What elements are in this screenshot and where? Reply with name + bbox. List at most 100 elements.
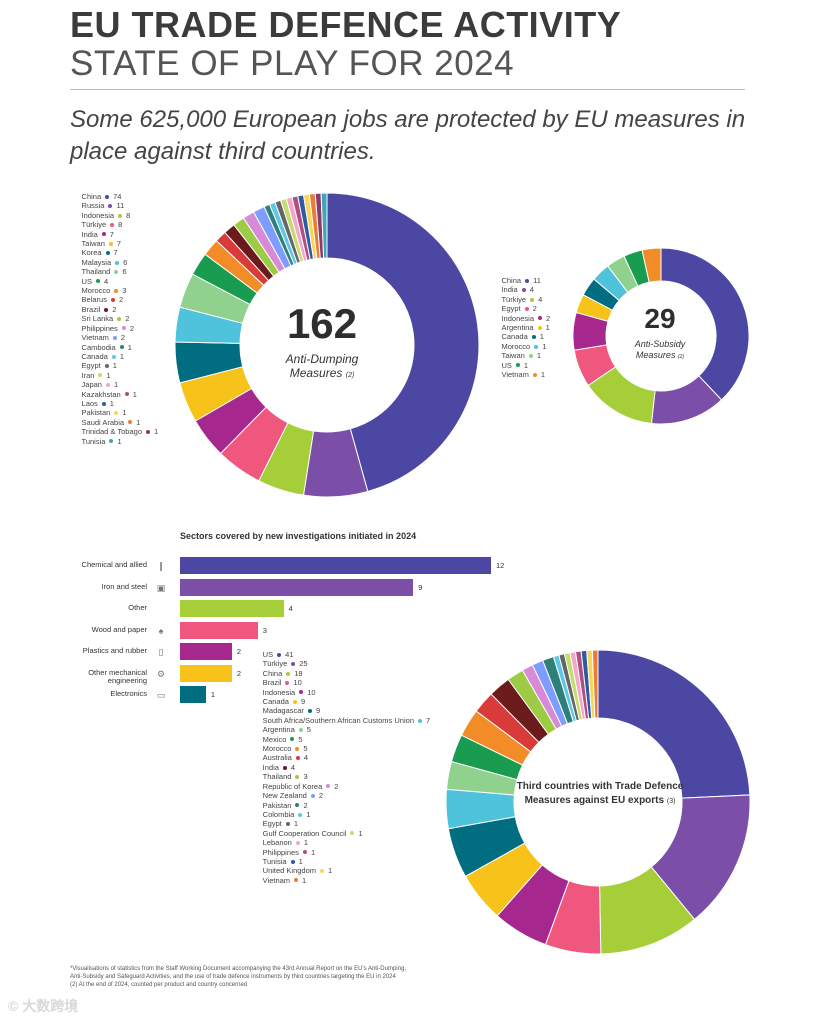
anti-dumping-legend-label: Pakistan — [81, 408, 111, 418]
third-countries-legend-value: 1 — [293, 819, 299, 829]
anti-dumping-legend-value: 6 — [122, 267, 127, 277]
anti-subsidy-legend-dot — [538, 316, 542, 321]
anti-dumping-legend-label: Sri Lanka — [81, 314, 114, 324]
anti-dumping-legend-value: 1 — [106, 370, 111, 380]
anti-dumping-legend-value: 8 — [126, 210, 131, 220]
third-countries-legend-value: 18 — [294, 668, 303, 678]
anti-subsidy-slice-vietnam — [641, 247, 662, 283]
page-subtitle: STATE OF PLAY FOR 2024 — [70, 44, 515, 83]
third-countries-legend-dot — [295, 756, 300, 761]
anti-dumping-legend-label: Taiwan — [81, 239, 105, 249]
anti-dumping-legend-item: Kazakhstan 1 — [82, 390, 166, 399]
anti-dumping-legend-dot — [114, 269, 119, 274]
third-countries-legend-item: Lebanon 1 — [263, 838, 438, 847]
third-countries-legend-dot — [350, 831, 355, 836]
third-countries-legend-item: Indonesia 10 — [263, 688, 438, 697]
third-countries-legend-label: South Africa/Southern African Customs Un… — [262, 715, 414, 725]
anti-dumping-legend-dot — [105, 194, 110, 199]
third-countries-legend-value: 10 — [293, 678, 302, 688]
anti-subsidy-legend-item: India 4 — [501, 285, 558, 294]
anti-dumping-legend-item: Canada 1 — [82, 352, 166, 361]
anti-subsidy-legend-dot — [532, 372, 537, 377]
third-countries-legend-item: United Kingdom 1 — [263, 866, 438, 875]
third-countries-legend-value: 7 — [426, 715, 431, 725]
anti-dumping-legend-value: 2 — [129, 323, 134, 333]
sector-bar-value: 3 — [262, 625, 267, 635]
steel-icon: ▣ — [156, 582, 166, 593]
third-countries-legend-item: US 41 — [263, 650, 438, 659]
anti-dumping-legend-item: Taiwan 7 — [82, 239, 166, 248]
anti-dumping-legend-dot — [110, 298, 115, 303]
anti-subsidy-legend-item: Indonesia 2 — [501, 314, 558, 323]
anti-dumping-legend-value: 1 — [127, 342, 132, 352]
sectors-title: Sectors covered by new investigations in… — [180, 531, 417, 541]
anti-dumping-legend-item: Belarus 2 — [82, 295, 166, 304]
anti-subsidy-legend-dot — [534, 344, 539, 349]
third-countries-legend-label: Philippines — [262, 847, 299, 857]
anti-dumping-legend-value: 7 — [116, 239, 122, 249]
anti-dumping-legend-label: Canada — [81, 351, 108, 361]
third-countries-legend-dot — [307, 709, 312, 714]
sector-bar-value: 4 — [288, 604, 293, 613]
third-countries-legend-label: Mexico — [262, 734, 287, 744]
third-countries-legend-dot — [285, 680, 290, 685]
anti-subsidy-legend-dot — [530, 297, 535, 302]
third-countries-legend-value: 41 — [285, 650, 294, 659]
anti-dumping-legend-dot — [124, 392, 129, 397]
anti-dumping-legend-label: Morocco — [81, 286, 111, 296]
anti-dumping-label: Anti-Dumping Measures (2) — [262, 352, 382, 381]
anti-subsidy-label-text: Anti-Subsidy Measures — [634, 339, 686, 360]
third-countries-legend-item: Canada 9 — [263, 697, 438, 706]
third-countries-legend-label: Türkiye — [262, 659, 288, 669]
third-countries-legend-dot — [326, 784, 331, 789]
third-countries-legend-value: 1 — [303, 838, 309, 848]
anti-dumping-legend-dot — [118, 213, 123, 218]
sector-bar-value: 2 — [236, 668, 241, 678]
legend-anti-subsidy: China 11 India 4 Türkiye 4 Egypt 2 Indonesia 2 Arg… — [501, 276, 558, 379]
third-countries-legend-dot — [320, 869, 325, 874]
third-countries-legend-item: Egypt 1 — [263, 819, 438, 828]
third-countries-legend-item: Argentina 5 — [263, 725, 438, 734]
anti-subsidy-legend-value: 1 — [523, 360, 529, 370]
anti-dumping-legend-item: India 7 — [82, 230, 166, 239]
anti-dumping-legend-item: Brazil 2 — [82, 305, 166, 314]
anti-dumping-legend-item: Vietnam 2 — [82, 333, 166, 342]
anti-subsidy-legend-dot — [515, 363, 520, 368]
anti-dumping-total: 162 — [286, 300, 358, 347]
anti-dumping-legend-value: 7 — [109, 229, 114, 239]
anti-dumping-legend-value: 2 — [112, 304, 117, 314]
anti-dumping-legend-dot — [146, 429, 150, 434]
anti-dumping-legend-dot — [108, 204, 113, 209]
third-countries-legend-item: Tunisia 1 — [263, 857, 438, 866]
anti-dumping-legend-item: Japan 1 — [82, 380, 166, 389]
anti-subsidy-legend-item: China 11 — [501, 276, 558, 285]
anti-dumping-legend-label: Trinidad & Tobago — [81, 427, 142, 437]
anti-dumping-legend-dot — [114, 411, 119, 416]
third-countries-legend-label: Lebanon — [262, 838, 292, 848]
anti-dumping-legend-value: 1 — [132, 389, 137, 399]
third-countries-label-text: Third countries with Trade Defence Measu… — [516, 781, 684, 806]
sector-bar-value: 9 — [418, 582, 423, 592]
sector-bar — [180, 600, 284, 617]
sector-bar — [180, 686, 206, 703]
bottle-icon: ▯ — [158, 647, 164, 657]
anti-subsidy-legend-value: 4 — [538, 294, 543, 304]
third-countries-legend-item: Gulf Cooperation Council 1 — [263, 829, 438, 838]
third-countries-legend-value: 1 — [306, 809, 311, 819]
anti-dumping-legend-value: 3 — [122, 286, 127, 296]
third-countries-legend-label: Canada — [262, 697, 289, 707]
anti-dumping-legend-label: Iran — [81, 370, 95, 380]
third-countries-slice-vietnam — [591, 649, 599, 719]
third-countries-legend-dot — [292, 699, 297, 704]
third-countries-legend-item: Morocco 5 — [263, 744, 438, 753]
third-countries-legend-value: 1 — [358, 828, 363, 838]
anti-dumping-label-text: Anti-Dumping Measures — [285, 352, 359, 381]
anti-dumping-legend-value: 1 — [112, 361, 117, 371]
third-countries-legend-value: 1 — [302, 875, 307, 885]
third-countries-legend-item: Türkiye 25 — [263, 659, 438, 668]
third-countries-legend-label: United Kingdom — [262, 866, 317, 876]
anti-dumping-legend-value: 74 — [113, 192, 122, 201]
anti-dumping-legend-item: Indonesia 8 — [82, 211, 166, 220]
anti-subsidy-total: 29 — [644, 303, 676, 334]
anti-dumping-legend-value: 6 — [123, 257, 128, 267]
